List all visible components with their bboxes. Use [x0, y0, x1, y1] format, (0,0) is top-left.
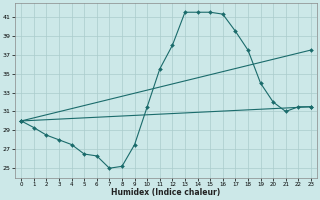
X-axis label: Humidex (Indice chaleur): Humidex (Indice chaleur): [111, 188, 221, 197]
